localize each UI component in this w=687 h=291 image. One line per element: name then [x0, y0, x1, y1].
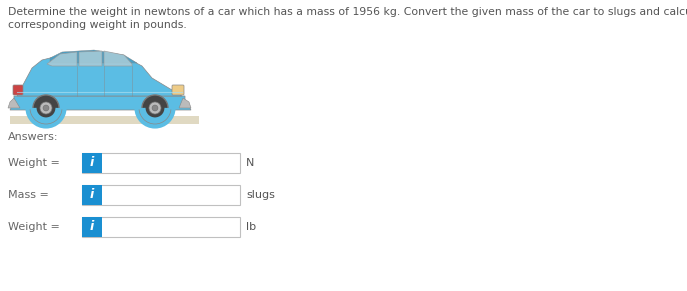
Circle shape	[149, 102, 161, 114]
Text: Answers:: Answers:	[8, 132, 58, 142]
Text: lb: lb	[246, 222, 256, 232]
Circle shape	[152, 105, 158, 111]
Text: Weight =: Weight =	[8, 222, 60, 232]
Polygon shape	[10, 96, 191, 110]
Polygon shape	[17, 53, 182, 96]
Polygon shape	[104, 51, 132, 66]
FancyBboxPatch shape	[82, 217, 240, 237]
FancyBboxPatch shape	[172, 85, 184, 95]
Text: Weight =: Weight =	[8, 158, 60, 168]
Text: i: i	[90, 157, 94, 169]
Polygon shape	[79, 51, 102, 66]
FancyBboxPatch shape	[13, 85, 23, 95]
FancyBboxPatch shape	[82, 185, 102, 205]
Text: Determine the weight in newtons of a car which has a mass of 1956 kg. Convert th: Determine the weight in newtons of a car…	[8, 7, 687, 17]
Text: corresponding weight in pounds.: corresponding weight in pounds.	[8, 20, 187, 30]
Text: slugs: slugs	[246, 190, 275, 200]
FancyBboxPatch shape	[82, 217, 102, 237]
FancyBboxPatch shape	[82, 185, 240, 205]
Polygon shape	[47, 52, 77, 66]
Circle shape	[40, 102, 52, 114]
FancyBboxPatch shape	[82, 153, 102, 173]
Polygon shape	[179, 98, 191, 108]
FancyBboxPatch shape	[10, 116, 199, 124]
Polygon shape	[50, 50, 137, 63]
Text: i: i	[90, 221, 94, 233]
Circle shape	[43, 105, 49, 111]
Circle shape	[33, 95, 59, 121]
FancyBboxPatch shape	[82, 153, 240, 173]
Text: N: N	[246, 158, 254, 168]
Polygon shape	[8, 98, 20, 108]
Text: i: i	[90, 189, 94, 201]
Circle shape	[142, 95, 168, 121]
Text: Mass =: Mass =	[8, 190, 49, 200]
